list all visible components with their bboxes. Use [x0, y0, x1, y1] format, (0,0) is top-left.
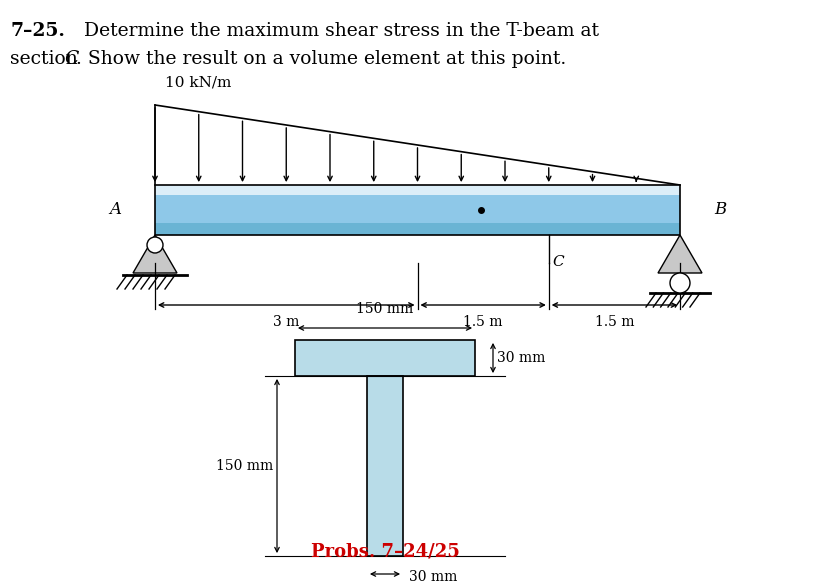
Polygon shape: [658, 235, 702, 273]
Text: 150 mm: 150 mm: [356, 302, 414, 316]
Circle shape: [670, 273, 690, 293]
Text: C: C: [64, 50, 78, 68]
Text: 10 kN/m: 10 kN/m: [165, 76, 231, 90]
Text: 3 m: 3 m: [273, 315, 300, 329]
Text: . Show the result on a volume element at this point.: . Show the result on a volume element at…: [76, 50, 567, 68]
Text: Determine the maximum shear stress in the T-beam at: Determine the maximum shear stress in th…: [72, 22, 599, 40]
Text: 30 mm: 30 mm: [409, 570, 458, 584]
Text: 7–25.: 7–25.: [10, 22, 65, 40]
Bar: [155, 223, 680, 235]
Text: B: B: [714, 202, 726, 219]
Text: 150 mm: 150 mm: [215, 459, 273, 473]
Bar: [367, 376, 403, 556]
Bar: [295, 340, 475, 376]
Bar: [155, 185, 680, 235]
Circle shape: [147, 237, 163, 253]
Bar: [155, 185, 680, 195]
Bar: [155, 195, 680, 223]
Text: section: section: [10, 50, 84, 68]
Text: 1.5 m: 1.5 m: [595, 315, 634, 329]
Text: A: A: [109, 202, 121, 219]
Text: 30 mm: 30 mm: [497, 351, 545, 365]
Text: C: C: [552, 255, 564, 269]
Text: Probs. 7–24/25: Probs. 7–24/25: [310, 542, 459, 560]
Polygon shape: [133, 235, 177, 273]
Text: 1.5 m: 1.5 m: [463, 315, 503, 329]
